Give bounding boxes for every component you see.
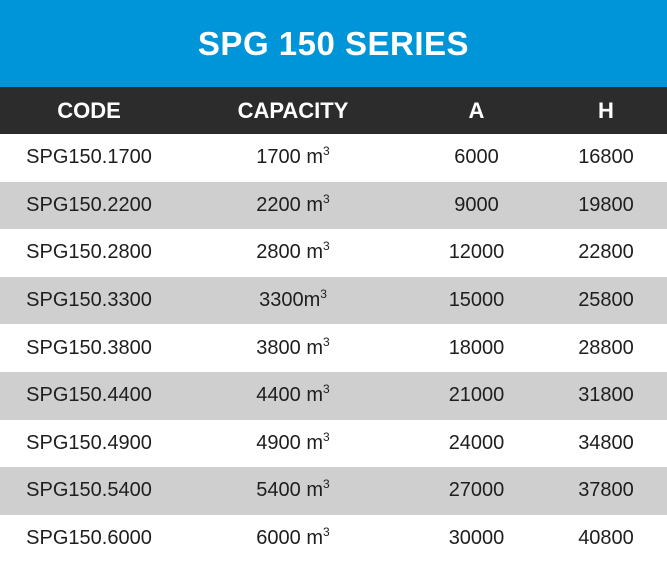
header-code: CODE xyxy=(57,97,121,123)
capacity-unit-exponent: 3 xyxy=(323,525,330,540)
table-row: SPG150.3300 3300m3 15000 25800 xyxy=(0,276,667,325)
cell-capacity: 4900 m3 xyxy=(178,420,408,468)
cell-code: SPG150.3800 xyxy=(26,336,152,359)
cell-code: SPG150.6000 xyxy=(26,527,152,550)
capacity-unit-exponent: 3 xyxy=(323,239,330,254)
cell-capacity: 2800 m3 xyxy=(178,229,408,277)
cell-h: 16800 xyxy=(578,146,634,169)
cell-capacity: 1700 m3 xyxy=(178,134,408,182)
capacity-unit-exponent: 3 xyxy=(323,429,330,444)
spec-table: CODE CAPACITY A H SPG150.1700 1700 m3 60… xyxy=(0,87,667,562)
cell-code: SPG150.5400 xyxy=(26,479,152,502)
cell-code: SPG150.2800 xyxy=(26,241,152,264)
table-row: SPG150.4400 4400 m3 21000 31800 xyxy=(0,371,667,420)
cell-a: 6000 xyxy=(454,146,499,169)
cell-h: 25800 xyxy=(578,289,634,312)
capacity-unit-exponent: 3 xyxy=(323,477,330,492)
table-row: SPG150.6000 6000 m3 30000 40800 xyxy=(0,515,667,563)
capacity-value: 4400 m xyxy=(256,384,324,407)
cell-capacity: 6000 m3 xyxy=(178,515,408,563)
header-h: H xyxy=(598,97,614,123)
capacity-value: 6000 m xyxy=(256,527,324,550)
cell-capacity: 4400 m3 xyxy=(178,372,408,420)
cell-h: 34800 xyxy=(578,431,634,454)
cell-capacity: 3300m3 xyxy=(178,277,408,325)
cell-capacity: 2200 m3 xyxy=(178,182,408,230)
header-a: A xyxy=(468,97,485,123)
cell-capacity: 3800 m3 xyxy=(178,324,408,372)
cell-h: 22800 xyxy=(578,241,634,264)
cell-a: 21000 xyxy=(448,384,505,407)
cell-h: 40800 xyxy=(578,527,634,550)
table-row: SPG150.2800 2800 m3 12000 22800 xyxy=(0,229,667,277)
cell-code: SPG150.4900 xyxy=(26,431,152,454)
table-title: SPG 150 SERIES xyxy=(0,0,667,87)
cell-h: 19800 xyxy=(578,193,634,216)
cell-a: 24000 xyxy=(448,431,505,454)
cell-code: SPG150.1700 xyxy=(26,146,152,169)
cell-h: 28800 xyxy=(578,336,634,359)
table-row: SPG150.1700 1700 m3 6000 16800 xyxy=(0,134,667,182)
cell-a: 18000 xyxy=(448,336,505,359)
capacity-value: 3300m xyxy=(259,289,321,312)
capacity-unit-exponent: 3 xyxy=(323,334,330,349)
capacity-unit-exponent: 3 xyxy=(320,287,327,302)
cell-a: 9000 xyxy=(454,193,499,216)
capacity-unit-exponent: 3 xyxy=(323,191,330,206)
capacity-value: 2200 m xyxy=(256,193,324,216)
capacity-value: 5400 m xyxy=(256,479,324,502)
cell-code: SPG150.3300 xyxy=(26,289,152,312)
capacity-value: 3800 m xyxy=(256,336,324,359)
capacity-unit-exponent: 3 xyxy=(323,144,330,159)
table-row: SPG150.5400 5400 m3 27000 37800 xyxy=(0,467,667,515)
header-row: CODE CAPACITY A H xyxy=(0,87,667,134)
header-capacity: CAPACITY xyxy=(237,97,349,123)
cell-code: SPG150.2200 xyxy=(26,193,152,216)
capacity-unit-exponent: 3 xyxy=(323,382,330,397)
capacity-value: 1700 m xyxy=(256,146,324,169)
table-row: SPG150.3800 3800 m3 18000 28800 xyxy=(0,324,667,372)
cell-h: 31800 xyxy=(578,384,634,407)
capacity-value: 4900 m xyxy=(256,431,324,454)
cell-a: 15000 xyxy=(448,289,505,312)
cell-a: 27000 xyxy=(448,479,505,502)
cell-code: SPG150.4400 xyxy=(26,384,152,407)
cell-a: 30000 xyxy=(448,527,505,550)
cell-capacity: 5400 m3 xyxy=(178,467,408,515)
table-row: SPG150.2200 2200 m3 9000 19800 xyxy=(0,181,667,230)
cell-a: 12000 xyxy=(448,241,505,264)
capacity-value: 2800 m xyxy=(256,241,324,264)
table-row: SPG150.4900 4900 m3 24000 34800 xyxy=(0,420,667,468)
cell-h: 37800 xyxy=(578,479,634,502)
